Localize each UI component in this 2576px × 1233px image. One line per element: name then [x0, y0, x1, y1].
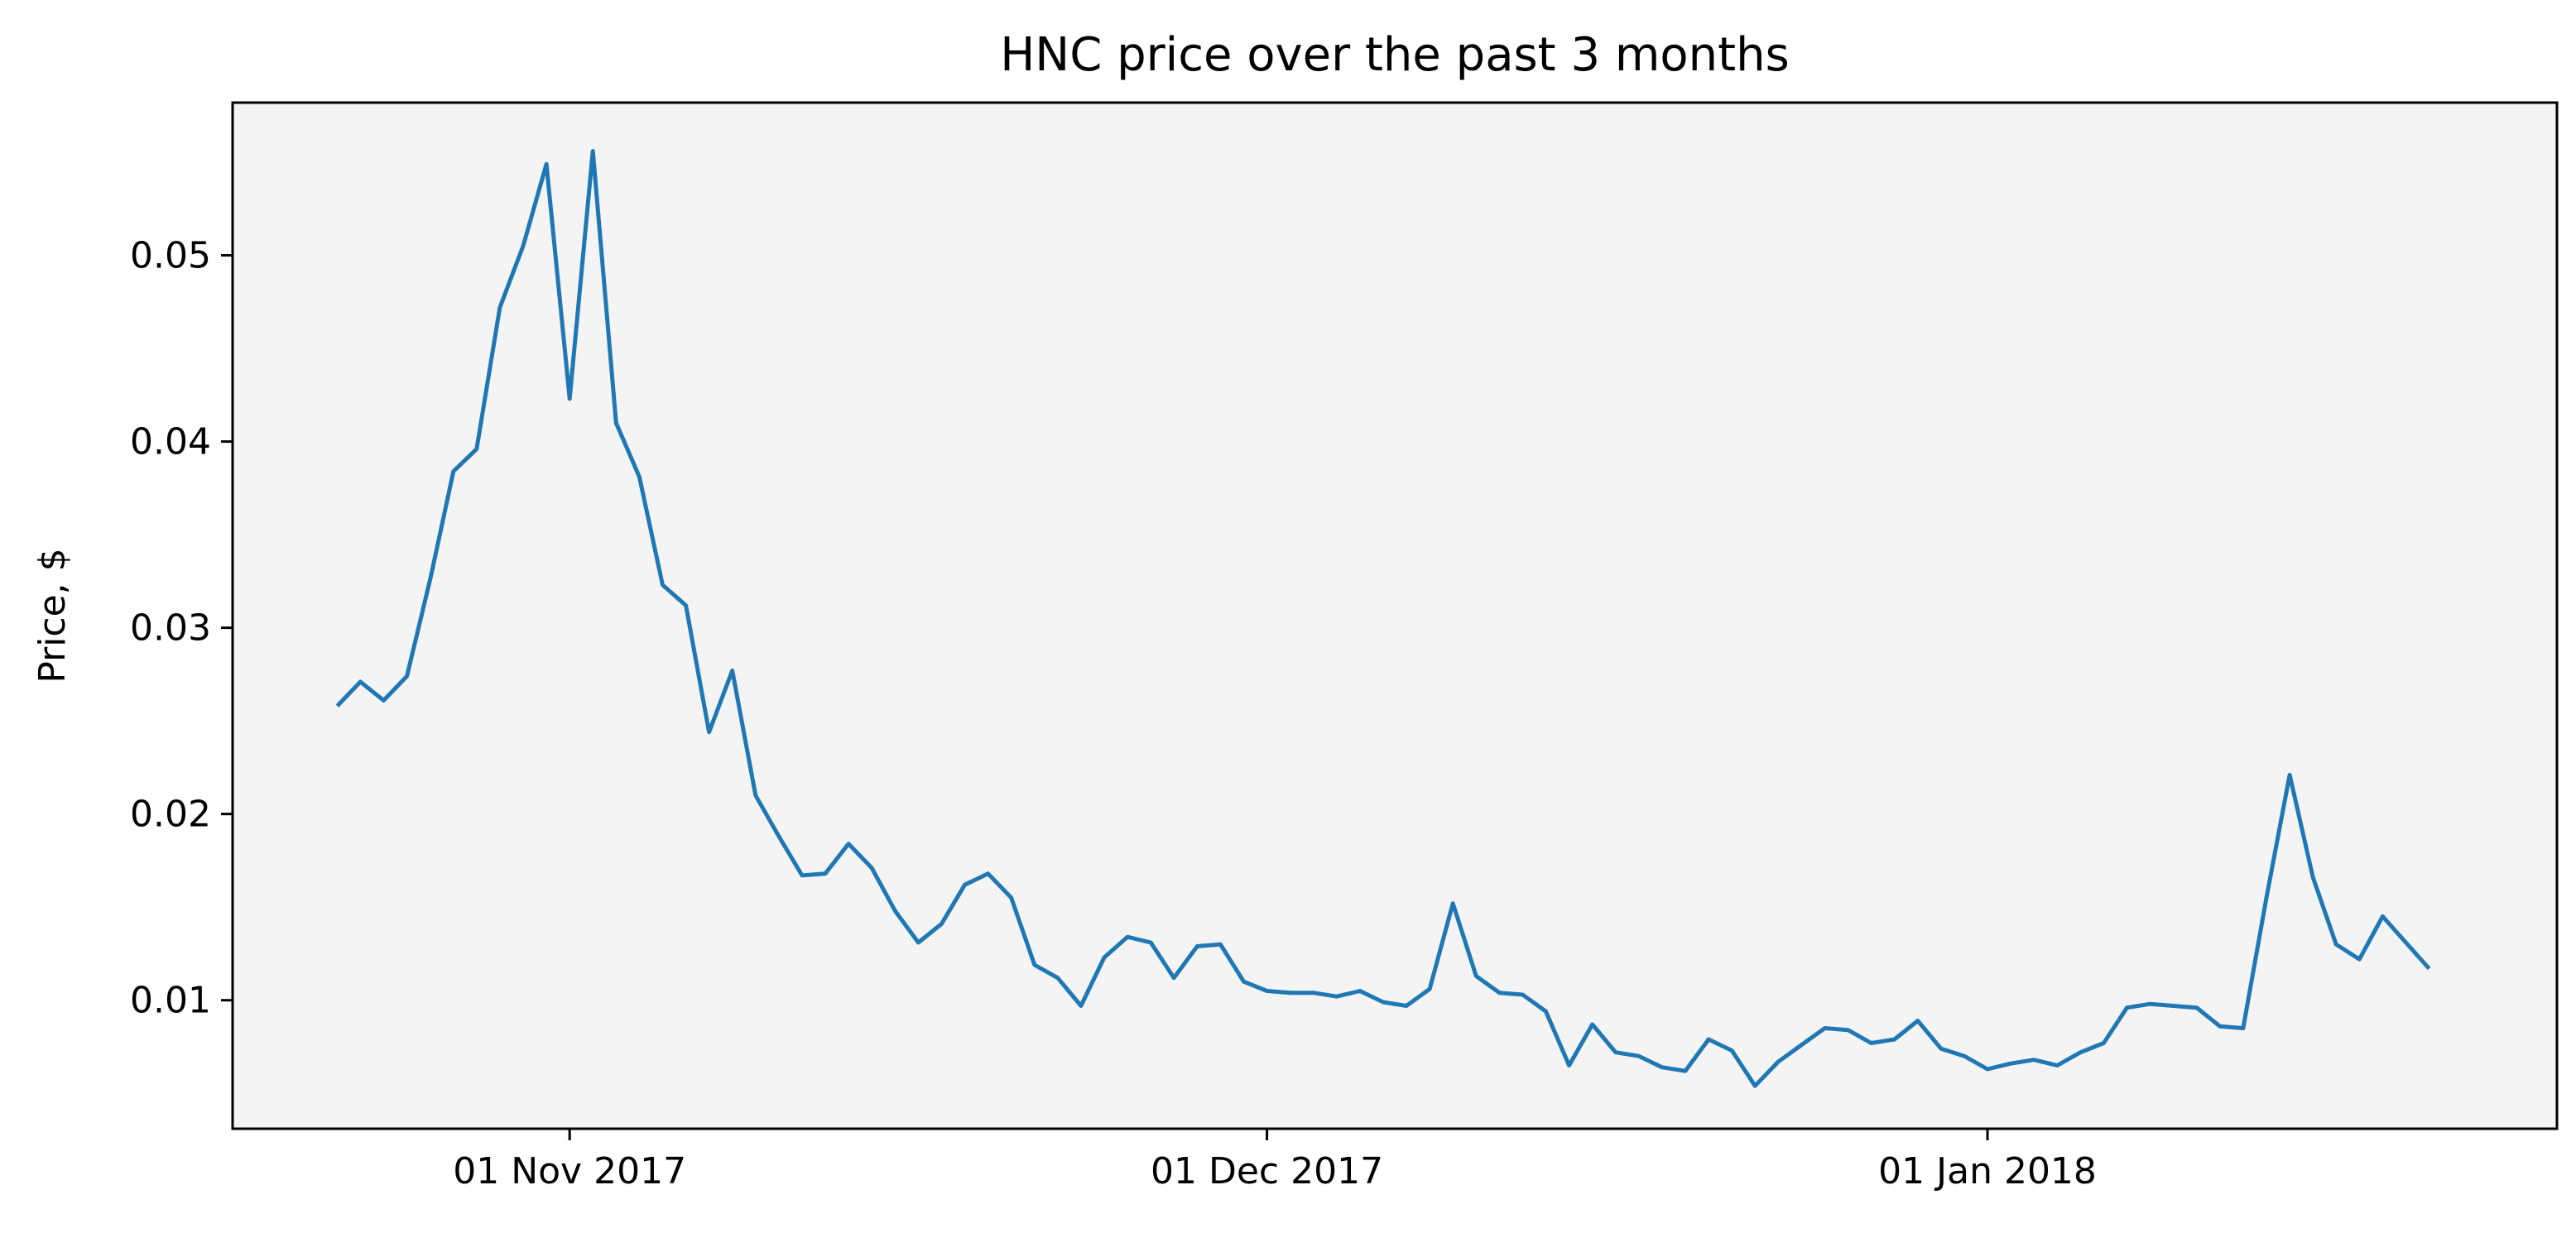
- x-tick-label: 01 Dec 2017: [1151, 1150, 1383, 1192]
- x-axis: 01 Nov 2017 01 Dec 2017 01 Jan 2018: [453, 1129, 2097, 1192]
- y-tick-label: 0.05: [130, 235, 211, 277]
- plot-frame: [231, 101, 2559, 1130]
- plot-background: [233, 103, 2557, 1129]
- y-axis: 0.01 0.02 0.03 0.04 0.05: [130, 235, 233, 1022]
- y-tick-label: 0.03: [130, 607, 211, 650]
- y-tick-label: 0.01: [130, 980, 211, 1022]
- chart-title: HNC price over the past 3 months: [1000, 28, 1790, 82]
- y-tick-label: 0.02: [130, 794, 211, 836]
- x-tick-label: 01 Nov 2017: [453, 1150, 686, 1192]
- y-axis-label: Price, $: [31, 548, 74, 683]
- y-tick-label: 0.04: [130, 421, 211, 463]
- series-layer: [335, 149, 2431, 1088]
- series-line-hnc: [335, 149, 2431, 1088]
- x-tick-label: 01 Jan 2018: [1878, 1150, 2097, 1192]
